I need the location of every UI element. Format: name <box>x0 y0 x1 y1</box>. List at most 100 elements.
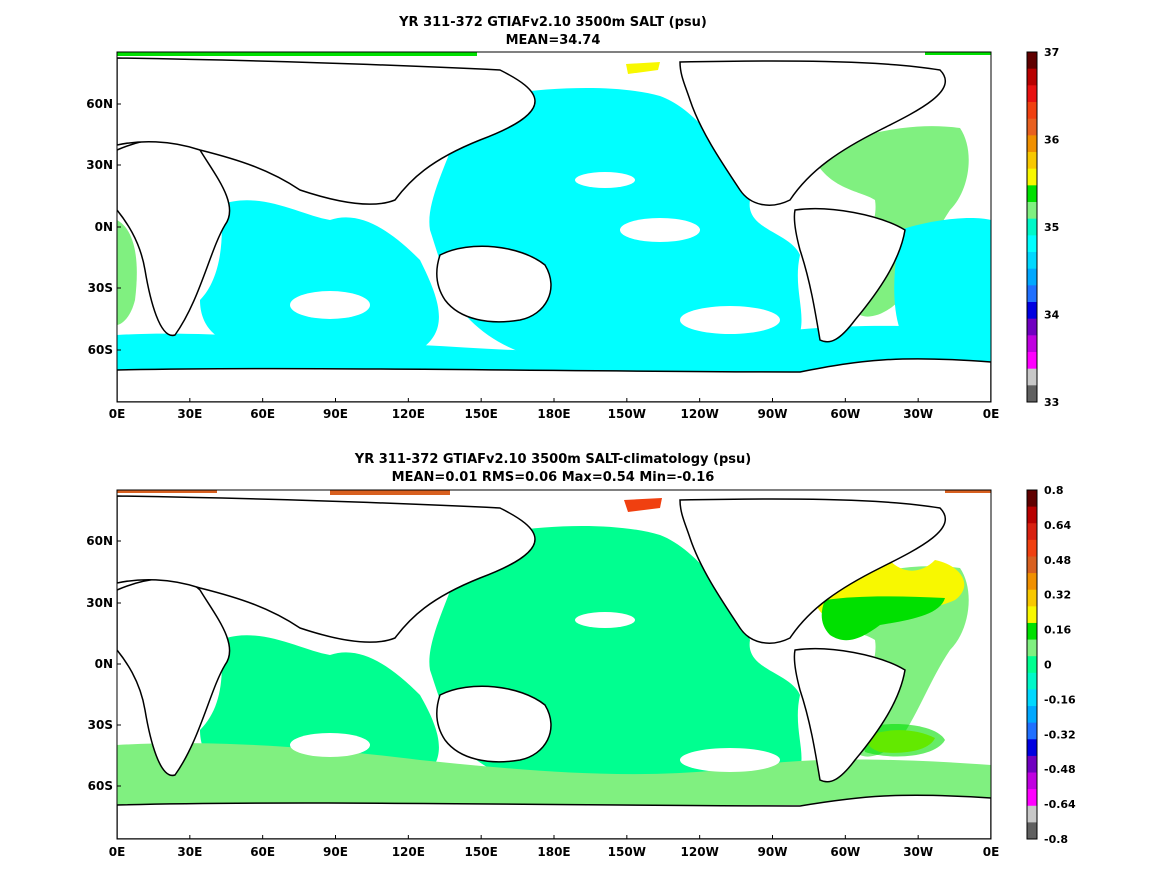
colorbar-swatch <box>1027 252 1037 270</box>
x-tick-label: 90W <box>758 407 788 421</box>
colorbar-swatch <box>1027 739 1037 757</box>
panel-salinity-anomaly: YR 311-372 GTIAFv2.10 3500m SALT-climato… <box>86 452 1076 859</box>
gap <box>290 291 370 319</box>
colorbar-swatch <box>1027 318 1037 336</box>
colorbar-label: 0.8 <box>1044 484 1064 497</box>
x-tick-label: 120W <box>681 407 719 421</box>
colorbar: 37 36 35 34 33 <box>1026 46 1060 409</box>
eurasia <box>117 57 536 205</box>
x-tick-label: 150W <box>608 407 646 421</box>
x-tick-label: 0E <box>983 407 1000 421</box>
x-tick-label: 120E <box>392 845 425 859</box>
y-tick-label: 30N <box>86 158 113 172</box>
colorbar-swatch <box>1027 118 1037 136</box>
colorbar-label: 33 <box>1044 396 1059 409</box>
panel1-title-line2: MEAN=34.74 <box>506 33 601 48</box>
colorbar-label: 0 <box>1044 659 1052 672</box>
colorbar-swatch <box>1027 68 1037 86</box>
colorbar-swatch <box>1027 490 1037 508</box>
colorbar-swatch <box>1027 722 1037 740</box>
colorbar-frame <box>1026 51 1038 403</box>
arctic-green-bar <box>117 52 477 56</box>
colorbar-label: -0.32 <box>1044 728 1076 741</box>
panel1-title-line1: YR 311-372 GTIAFv2.10 3500m SALT (psu) <box>398 15 707 30</box>
antarctica <box>117 794 991 839</box>
arctic-red-spot <box>624 498 662 512</box>
x-axis: 0E 30E 60E 90E 120E 150E 180E 150W 120W 90W 60W 30W… <box>109 835 1000 859</box>
x-tick-label: 30E <box>177 845 202 859</box>
x-tick-label: 0E <box>983 845 1000 859</box>
x-tick-label: 150E <box>465 407 498 421</box>
arctic-orange-bar <box>117 490 217 493</box>
x-tick-label: 60W <box>830 845 860 859</box>
x-tick-label: 150W <box>608 845 646 859</box>
gap <box>575 612 635 628</box>
colorbar-label: 0.32 <box>1044 589 1071 602</box>
colorbar-label: 0.16 <box>1044 624 1071 637</box>
colorbar-swatch <box>1027 755 1037 774</box>
y-tick-label: 30S <box>88 281 113 295</box>
colorbar-swatch <box>1027 185 1037 203</box>
north-america <box>679 60 947 206</box>
colorbar-swatch <box>1027 102 1037 120</box>
y-tick-label: 0N <box>95 657 113 671</box>
coastlines <box>117 57 991 402</box>
x-axis: 0E 30E 60E 90E 120E 150E 180E 150W 120W 90W 60W 30W… <box>109 398 1000 421</box>
colorbar-swatch <box>1027 268 1037 286</box>
panel2-title-line1: YR 311-372 GTIAFv2.10 3500m SALT-climato… <box>354 452 751 467</box>
colorbar-swatch <box>1027 135 1037 153</box>
colorbar-swatch <box>1027 85 1037 103</box>
coastlines <box>117 495 991 839</box>
x-tick-label: 180E <box>537 845 570 859</box>
indian-field <box>200 200 439 358</box>
colorbar-swatch <box>1027 218 1037 236</box>
gap <box>680 306 780 334</box>
y-tick-label: 60N <box>86 97 113 111</box>
south-america <box>793 207 906 343</box>
x-tick-label: 120W <box>681 845 719 859</box>
colorbar-swatch <box>1027 168 1037 186</box>
colorbar-swatch <box>1027 556 1037 574</box>
x-tick-label: 90E <box>323 407 348 421</box>
south-america <box>793 647 906 783</box>
colorbar-swatch <box>1027 822 1037 840</box>
colorbar-swatch <box>1027 589 1037 607</box>
australia <box>435 685 552 763</box>
colorbar-label: 0.48 <box>1044 554 1071 567</box>
x-tick-label: 120E <box>392 407 425 421</box>
colorbar-swatch <box>1027 202 1037 220</box>
map-area <box>117 52 991 402</box>
colorbar-swatch <box>1027 656 1037 674</box>
x-tick-label: 30W <box>903 407 933 421</box>
colorbar-label: 37 <box>1044 46 1059 59</box>
x-tick-label: 90E <box>323 845 348 859</box>
x-tick-label: 60E <box>250 845 275 859</box>
colorbar-swatch <box>1027 573 1037 591</box>
colorbar-swatch <box>1027 385 1037 403</box>
gap <box>290 733 370 757</box>
y-tick-label: 60N <box>86 534 113 548</box>
colorbar-swatch <box>1027 52 1037 70</box>
y-axis: 60N 30N 0N 30S 60S <box>86 97 121 357</box>
y-tick-label: 30N <box>86 596 113 610</box>
colorbar-swatch <box>1027 335 1037 353</box>
colorbar-swatch <box>1027 368 1037 386</box>
colorbar-swatch <box>1027 805 1037 823</box>
colorbar-swatch <box>1027 506 1037 524</box>
y-tick-label: 0N <box>95 220 113 234</box>
arctic-green-bar-2 <box>925 52 991 55</box>
x-tick-label: 90W <box>758 845 788 859</box>
australia <box>435 245 552 323</box>
colorbar-label: 0.64 <box>1044 519 1071 532</box>
colorbar-swatch <box>1027 152 1037 170</box>
gap <box>680 748 780 772</box>
atlantic-field <box>810 126 969 317</box>
arctic-yellow-spot <box>626 62 660 74</box>
gap <box>575 172 635 188</box>
colorbar-label: 35 <box>1044 221 1059 234</box>
x-tick-label: 0E <box>109 845 126 859</box>
colorbar-label: -0.8 <box>1044 833 1068 846</box>
colorbar-label: 34 <box>1044 309 1060 322</box>
colorbar-label: -0.64 <box>1044 798 1076 811</box>
